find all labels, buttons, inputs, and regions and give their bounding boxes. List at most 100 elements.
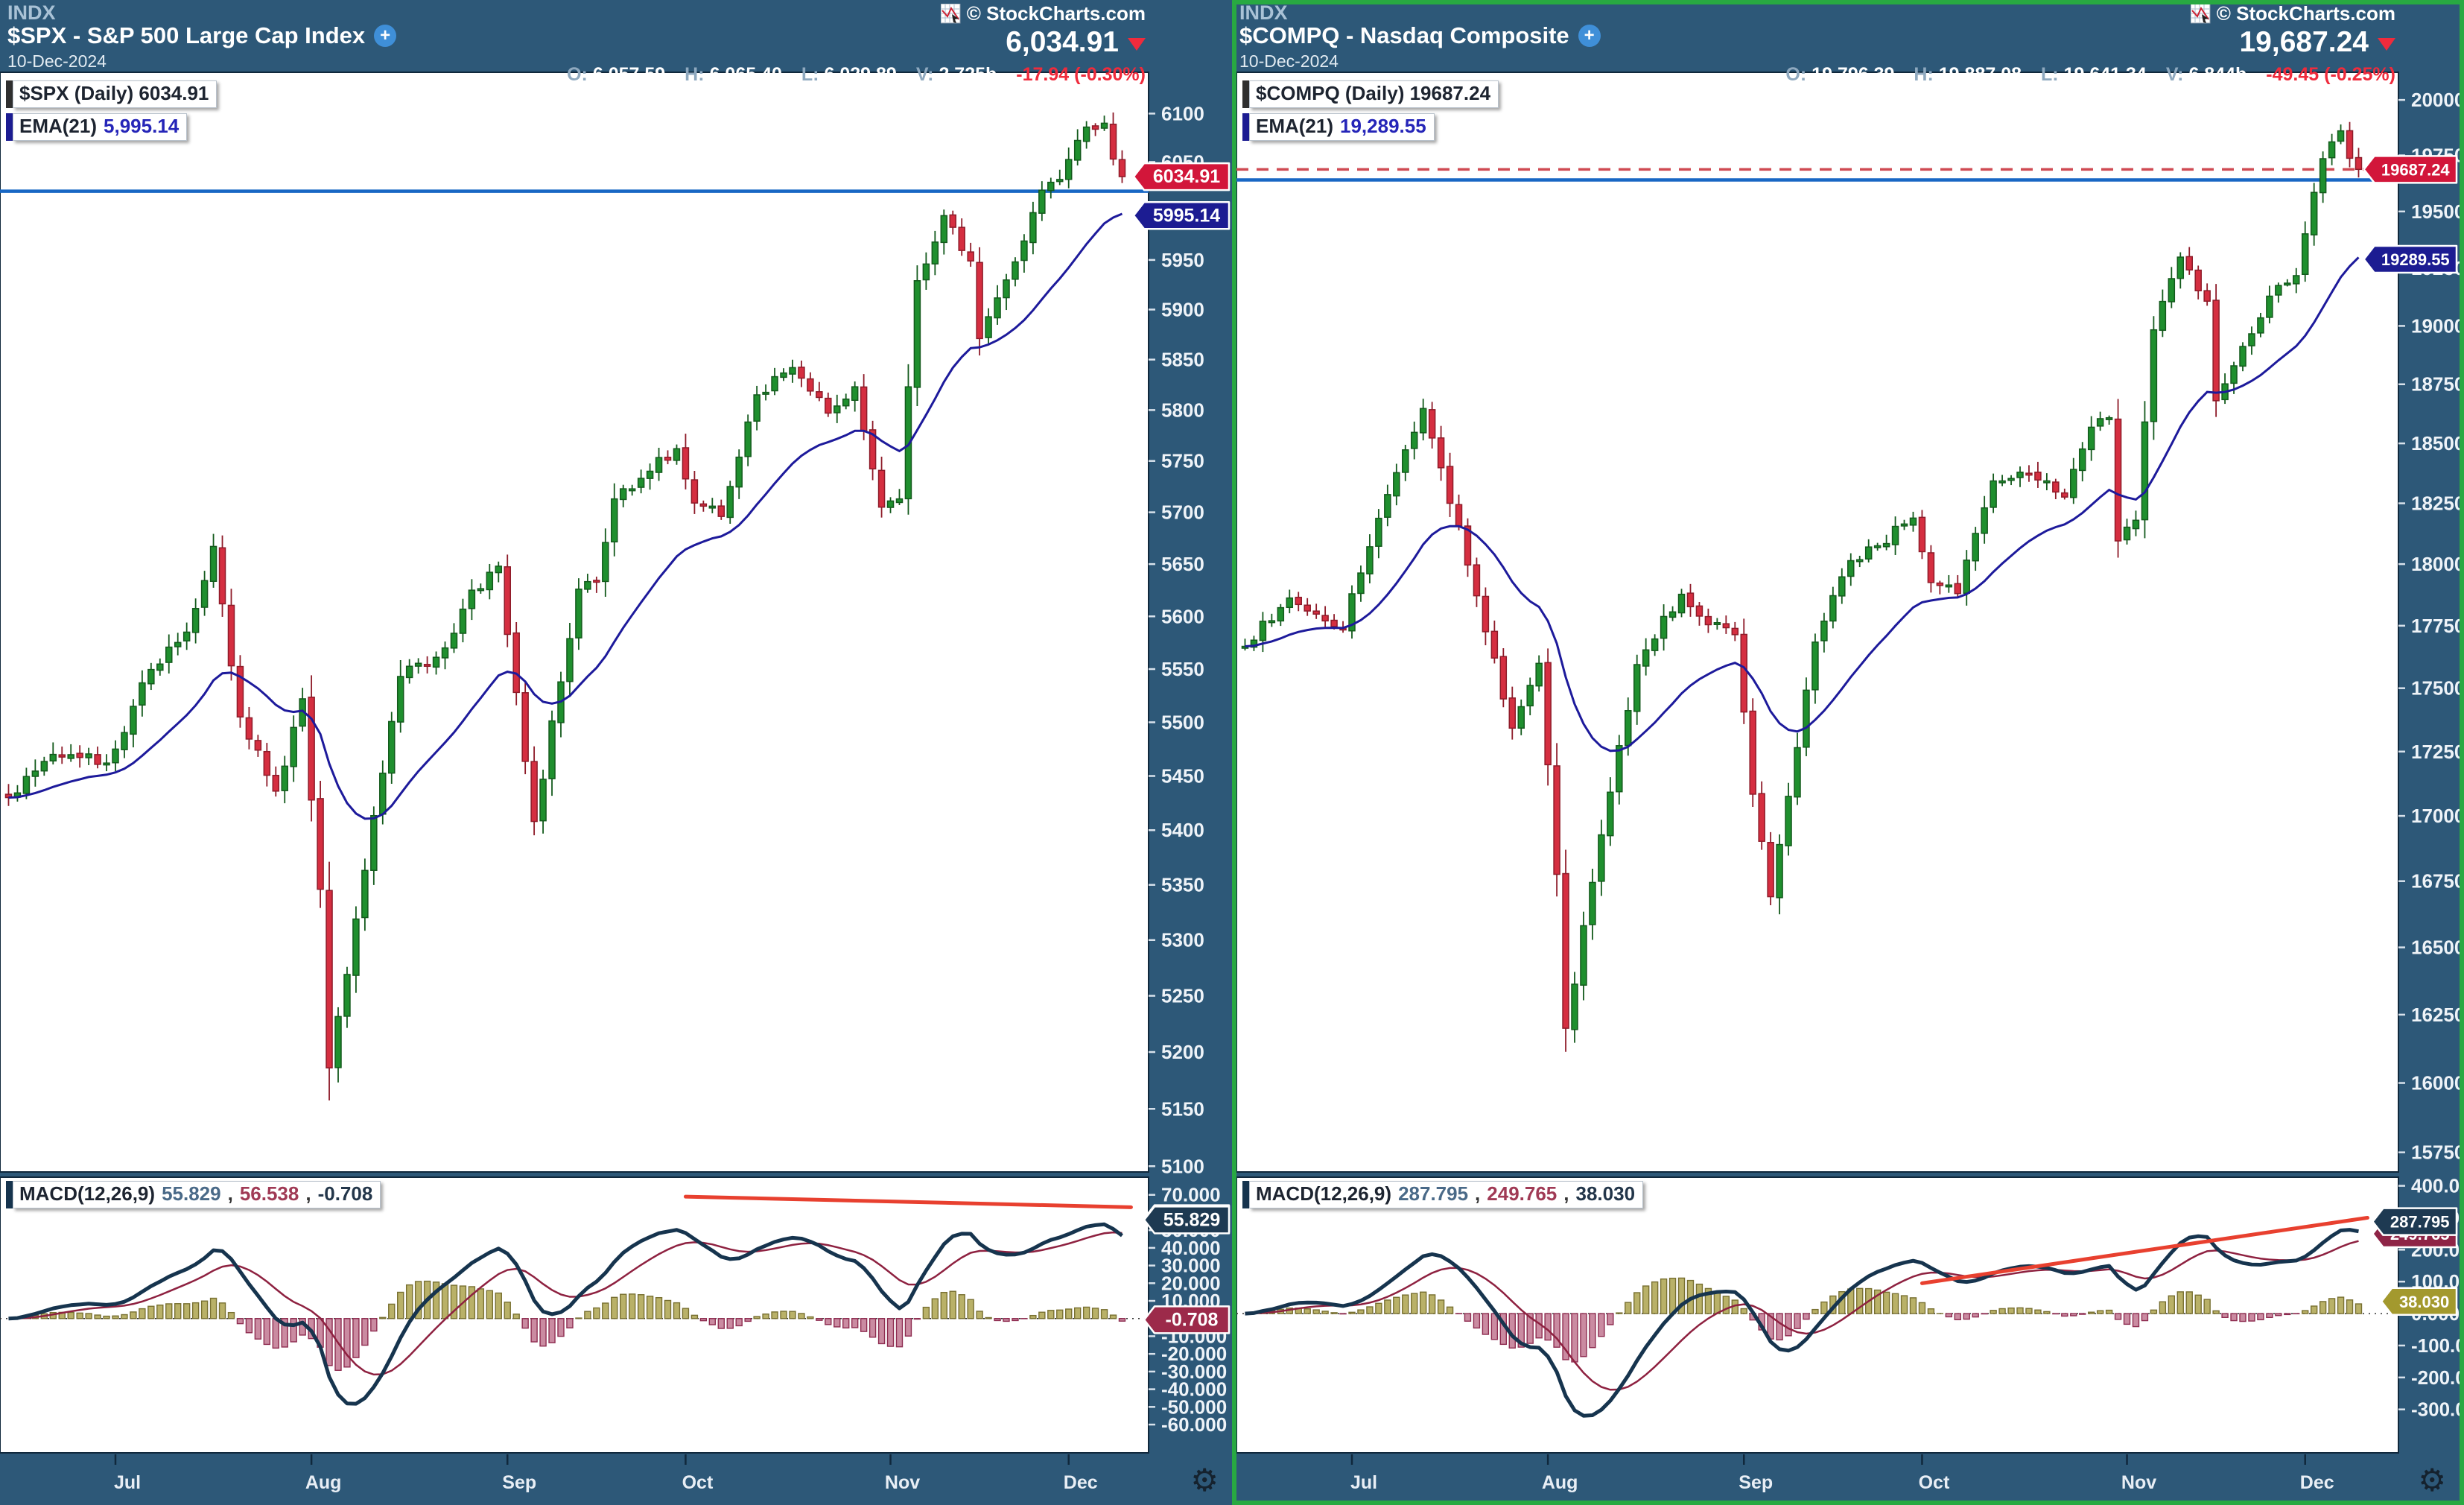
- svg-text:Sep: Sep: [1739, 1472, 1773, 1493]
- svg-text:Dec: Dec: [2300, 1472, 2334, 1493]
- svg-text:-20.000: -20.000: [1161, 1343, 1227, 1365]
- svg-text:Jul: Jul: [1350, 1472, 1377, 1493]
- last-price: 6,034.91: [567, 26, 1146, 59]
- svg-text:18750: 18750: [2411, 373, 2464, 396]
- svg-text:-60.000: -60.000: [1161, 1413, 1227, 1436]
- last-price: 19,687.24: [1785, 26, 2395, 59]
- price-change: -17.94 (-0.30%): [1016, 64, 1146, 85]
- svg-text:287.795: 287.795: [2390, 1213, 2450, 1232]
- svg-text:400.000: 400.000: [2411, 1175, 2464, 1197]
- macd-line: [1245, 1228, 2359, 1418]
- macd-signal-line: [1245, 1240, 2359, 1391]
- svg-text:5500: 5500: [1161, 711, 1204, 733]
- svg-text:16000: 16000: [2411, 1072, 2464, 1094]
- svg-text:Nov: Nov: [885, 1472, 920, 1493]
- ohlc-readout: O: 19,796.39 H: 19,887.08 L: 19,641.34 V: 6.…: [1785, 64, 2395, 85]
- svg-text:-50.000: -50.000: [1161, 1395, 1227, 1418]
- macd-legend: MACD(12,26,9) 287.795 , 249.765 , 38.030: [1242, 1181, 1644, 1208]
- compq-price-macd-chart[interactable]: 2000019750195001925019000187501850018250…: [1232, 0, 2464, 1505]
- svg-text:18250: 18250: [2411, 492, 2464, 515]
- svg-text:5600: 5600: [1161, 605, 1204, 627]
- svg-text:17750: 17750: [2411, 615, 2464, 637]
- chart-title: $COMPQ - Nasdaq Composite: [1239, 22, 1569, 48]
- macd-values: MACD(12,26,9) 55.829 , 56.538 , -0.708: [13, 1181, 381, 1208]
- svg-text:-0.708: -0.708: [1166, 1309, 1219, 1330]
- svg-text:Aug: Aug: [305, 1472, 342, 1493]
- svg-text:-100.000: -100.000: [2411, 1334, 2464, 1357]
- svg-text:-300.000: -300.000: [2411, 1398, 2464, 1421]
- svg-text:5995.14: 5995.14: [1153, 205, 1220, 226]
- spx-price-macd-chart[interactable]: 6100605060005950590058505800575057005650…: [0, 0, 1232, 1505]
- svg-text:5650: 5650: [1161, 553, 1204, 575]
- chart-panel-spx: 6100605060005950590058505800575057005650…: [0, 0, 1232, 1505]
- copyright: © StockCharts.com: [1785, 2, 2395, 25]
- ohlc-readout: O: 6,057.59 H: 6,065.40 L: 6,029.89 V: 2.725…: [567, 64, 1146, 85]
- ema-marker: [6, 113, 13, 141]
- svg-text:6034.91: 6034.91: [1153, 166, 1220, 187]
- macd-trendline: [1920, 1215, 2369, 1285]
- svg-text:17000: 17000: [2411, 805, 2464, 827]
- series-marker: [6, 80, 13, 108]
- svg-text:Oct: Oct: [682, 1472, 714, 1493]
- chart-date: 10-Dec-2024: [7, 51, 107, 71]
- price-plot-layer: [1236, 121, 2398, 1052]
- down-triangle-icon: [1128, 38, 1146, 51]
- ema21-line: [8, 212, 1123, 820]
- svg-text:Sep: Sep: [502, 1472, 536, 1493]
- chart-settings-gear-icon[interactable]: ⚙: [2418, 1463, 2446, 1498]
- svg-text:70.000: 70.000: [1161, 1184, 1221, 1206]
- svg-text:30.000: 30.000: [1161, 1255, 1221, 1277]
- svg-text:-200.000: -200.000: [2411, 1366, 2464, 1389]
- svg-text:5350: 5350: [1161, 874, 1204, 896]
- svg-text:5250: 5250: [1161, 985, 1204, 1007]
- down-triangle-icon: [2378, 38, 2395, 51]
- svg-text:5800: 5800: [1161, 399, 1204, 421]
- macd-marker: [6, 1181, 13, 1208]
- svg-text:Nov: Nov: [2121, 1472, 2156, 1493]
- svg-text:17500: 17500: [2411, 677, 2464, 700]
- svg-text:40.000: 40.000: [1161, 1237, 1221, 1259]
- compq-header: INDX $COMPQ - Nasdaq Composite + 10-Dec-…: [1232, 0, 2464, 85]
- main-series-label: $SPX (Daily) 6034.91: [13, 80, 217, 108]
- svg-text:19289.55: 19289.55: [2381, 250, 2450, 269]
- svg-text:5950: 5950: [1161, 249, 1204, 271]
- price-plot-layer: [0, 113, 1149, 1100]
- svg-text:5200: 5200: [1161, 1041, 1204, 1063]
- price-legend: $COMPQ (Daily) 19687.24 EMA(21) 19,289.5…: [1242, 80, 1499, 141]
- chart-date: 10-Dec-2024: [1239, 51, 1339, 71]
- svg-text:-30.000: -30.000: [1161, 1360, 1227, 1383]
- svg-text:38.030: 38.030: [2399, 1293, 2449, 1311]
- svg-text:16250: 16250: [2411, 1004, 2464, 1026]
- main-series-label: $COMPQ (Daily) 19687.24: [1249, 80, 1499, 108]
- chart-panel-compq: 2000019750195001925019000187501850018250…: [1232, 0, 2464, 1505]
- svg-text:19500: 19500: [2411, 200, 2464, 223]
- svg-text:5300: 5300: [1161, 929, 1204, 951]
- series-marker: [1242, 80, 1249, 108]
- add-symbol-icon[interactable]: +: [1578, 25, 1601, 47]
- spx-header: INDX $SPX - S&P 500 Large Cap Index + 10…: [0, 0, 1232, 85]
- chart-settings-gear-icon[interactable]: ⚙: [1190, 1463, 1219, 1498]
- svg-text:55.829: 55.829: [1163, 1209, 1220, 1230]
- exchange-label: INDX: [7, 1, 56, 24]
- svg-text:6100: 6100: [1161, 102, 1204, 124]
- svg-text:18000: 18000: [2411, 553, 2464, 575]
- copyright: © StockCharts.com: [567, 2, 1146, 25]
- exchange-label: INDX: [1239, 1, 1288, 24]
- macd-marker: [1242, 1181, 1249, 1208]
- ema-label: EMA(21) 19,289.55: [1249, 113, 1435, 141]
- svg-text:Oct: Oct: [1919, 1472, 1950, 1493]
- add-symbol-icon[interactable]: +: [374, 25, 397, 47]
- svg-text:Jul: Jul: [114, 1472, 141, 1493]
- svg-text:5100: 5100: [1161, 1155, 1204, 1177]
- macd-trendline: [683, 1194, 1133, 1209]
- svg-text:15750: 15750: [2411, 1141, 2464, 1164]
- svg-text:5700: 5700: [1161, 501, 1204, 524]
- svg-text:5900: 5900: [1161, 298, 1204, 320]
- price-change: -49.45 (-0.25%): [2266, 64, 2395, 85]
- svg-text:5400: 5400: [1161, 819, 1204, 841]
- macd-plot-layer: [1236, 1215, 2398, 1418]
- ema-label: EMA(21) 5,995.14: [13, 113, 188, 141]
- macd-line: [8, 1222, 1123, 1406]
- chart-title: $SPX - S&P 500 Large Cap Index: [7, 22, 366, 48]
- svg-text:16750: 16750: [2411, 870, 2464, 893]
